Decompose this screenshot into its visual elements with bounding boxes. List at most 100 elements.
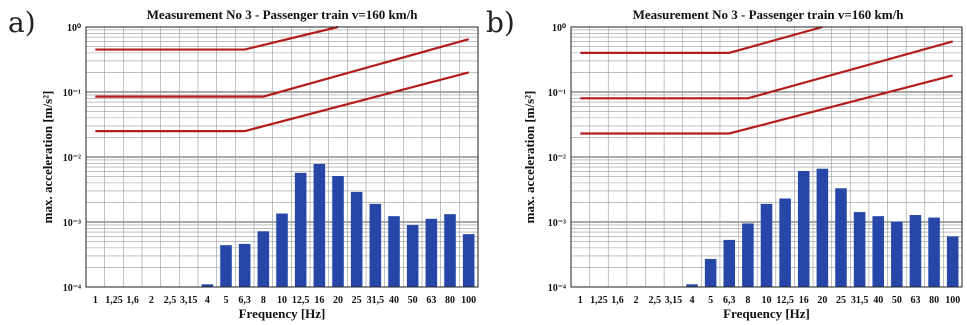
x-tick-label: 80 [445,295,455,306]
y-tick-label: 10⁰ [552,23,566,34]
y-tick-label: 10⁻³ [548,218,566,229]
bar [686,284,698,287]
x-tick-label: 10 [277,295,287,306]
y-tick-label: 10⁻³ [63,218,81,229]
limit-curve [95,38,469,98]
bar [350,191,363,287]
x-tick-label: 4 [205,295,210,306]
x-tick-label: 40 [873,295,883,306]
x-tick-label: 40 [389,295,399,306]
limit-curve [95,25,339,51]
x-tick-label: 50 [892,295,902,306]
bar [425,218,438,287]
x-tick-label: 12,5 [292,295,310,306]
x-tick-label: 4 [690,295,695,306]
y-tick-label: 10⁻⁴ [548,283,566,294]
y-axis-label: max. acceleration [m/s²] [40,91,55,224]
bar [760,203,773,287]
x-tick-label: 31,5 [367,295,385,306]
chart-title: Measurement No 3 - Passenger train v=160… [147,7,419,22]
x-tick-label: 100 [461,295,476,306]
bar [220,245,232,287]
x-axis-label: Frequency [Hz] [723,306,810,321]
y-tick-label: 10⁻⁴ [63,283,81,294]
y-tick-label: 10⁻² [63,153,81,164]
bar [257,231,270,287]
x-tick-label: 100 [945,295,960,306]
bar [797,170,810,287]
bar [891,221,903,287]
x-tick-label: 8 [261,295,266,306]
y-tick-label: 10⁻² [548,153,566,164]
bars [201,164,475,287]
bar [909,215,922,287]
x-tick-label: 2 [149,295,154,306]
bar [369,203,382,287]
panel-label: a) [8,6,36,39]
bar [238,243,251,287]
x-tick-label: 16 [799,295,809,306]
bar [853,212,866,287]
bar [928,217,940,287]
limit-curve [580,25,823,54]
limit-curve [95,71,469,133]
bar [313,164,326,287]
x-tick-label: 2,5 [649,295,662,306]
bar [201,284,214,287]
bar [816,168,829,287]
bar [872,216,884,287]
bar [332,176,344,287]
y-tick-label: 10⁻¹ [548,88,566,99]
limit-curves [95,25,469,133]
x-tick-label: 20 [333,295,343,306]
x-tick-label: 12,5 [776,295,794,306]
x-tick-label: 1,25 [105,295,123,306]
y-tick-label: 10⁻¹ [63,88,81,99]
x-tick-label: 25 [836,295,846,306]
x-tick-label: 1 [93,295,98,306]
x-tick-label: 5 [708,295,713,306]
y-axis-label: max. acceleration [m/s²] [522,91,537,224]
x-tick-label: 63 [426,295,436,306]
plot-border [570,26,963,288]
bar [462,234,475,287]
limit-curve [580,74,953,135]
bar [276,213,288,287]
chart-svg: Measurement No 3 - Passenger train v=160… [522,7,963,321]
x-tick-label: 1,6 [126,295,139,306]
x-tick-label: 80 [929,295,939,306]
x-tick-label: 6,3 [238,295,251,306]
limit-curves [580,25,953,135]
bar [444,214,456,287]
chart-title: Measurement No 3 - Passenger train v=160… [633,7,905,22]
bar [779,198,791,287]
x-tick-label: 10 [762,295,772,306]
chart-svg: Measurement No 3 - Passenger train v=160… [40,7,479,321]
x-tick-label: 63 [910,295,920,306]
bar [704,258,717,287]
x-tick-label: 16 [314,295,324,306]
x-tick-label: 3,15 [180,295,198,306]
x-tick-label: 20 [817,295,827,306]
bar [388,216,400,287]
limit-curve [580,40,953,100]
x-tick-label: 3,15 [665,295,683,306]
x-tick-label: 2,5 [164,295,177,306]
x-tick-label: 2 [634,295,639,306]
panel-label: b) [486,6,515,39]
x-tick-label: 8 [745,295,750,306]
chart-panel-a: a) Measurement No 3 - Passenger train v=… [0,0,483,325]
bar [723,239,736,287]
x-tick-label: 1,6 [611,295,624,306]
bar [835,188,847,287]
x-tick-label: 31,5 [851,295,869,306]
plot-border [85,26,479,288]
chart-panel-b: b) Measurement No 3 - Passenger train v=… [484,0,967,325]
x-tick-label: 5 [224,295,229,306]
x-tick-label: 1 [578,295,583,306]
x-tick-label: 50 [408,295,418,306]
bar [946,236,959,287]
y-tick-label: 10⁰ [67,23,81,34]
bars [686,168,959,287]
bar [742,223,754,287]
